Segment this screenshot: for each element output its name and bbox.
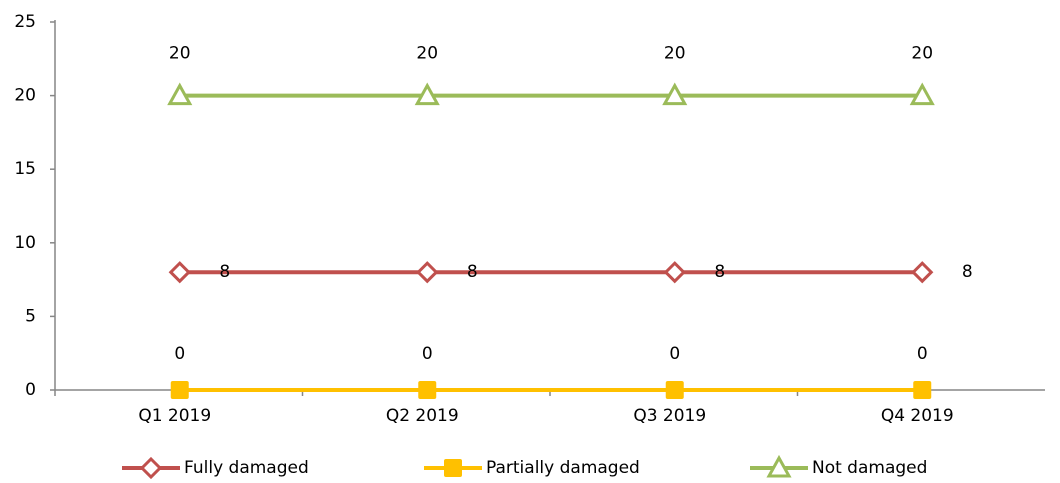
marker — [418, 381, 437, 399]
y-tick-label: 25 — [14, 12, 36, 32]
marker — [168, 261, 191, 284]
y-tick-label: 10 — [14, 233, 36, 253]
marker — [416, 261, 439, 284]
marker — [911, 261, 934, 284]
x-tick-label: Q4 2019 — [881, 406, 954, 426]
marker — [662, 82, 688, 106]
y-tick-label: 20 — [14, 86, 36, 106]
marker — [766, 454, 792, 478]
data-label: 8 — [714, 262, 725, 282]
marker — [167, 82, 193, 106]
marker — [665, 381, 684, 399]
data-label: 0 — [917, 344, 928, 364]
data-label: 20 — [416, 44, 438, 64]
data-label: 0 — [669, 344, 680, 364]
x-tick-label: Q1 2019 — [138, 406, 211, 426]
marker — [139, 456, 163, 480]
y-tick-label: 15 — [14, 159, 36, 179]
y-tick-label: 0 — [25, 380, 36, 400]
legend-label: Not damaged — [812, 458, 927, 478]
marker — [913, 381, 932, 399]
legend-label: Fully damaged — [184, 458, 309, 478]
data-label: 0 — [422, 344, 433, 364]
marker — [170, 381, 189, 399]
marker — [444, 459, 462, 477]
data-label: 20 — [911, 44, 933, 64]
data-label: 8 — [467, 262, 478, 282]
x-tick-label: Q3 2019 — [633, 406, 706, 426]
data-label: 8 — [962, 262, 973, 282]
legend-label: Partially damaged — [486, 458, 640, 478]
marker — [414, 82, 440, 106]
y-tick-label: 5 — [25, 306, 36, 326]
data-label: 8 — [219, 262, 230, 282]
marker — [909, 82, 935, 106]
marker — [663, 261, 686, 284]
data-label: 20 — [664, 44, 686, 64]
data-label: 0 — [174, 344, 185, 364]
x-tick-label: Q2 2019 — [386, 406, 459, 426]
data-label: 20 — [169, 44, 191, 64]
